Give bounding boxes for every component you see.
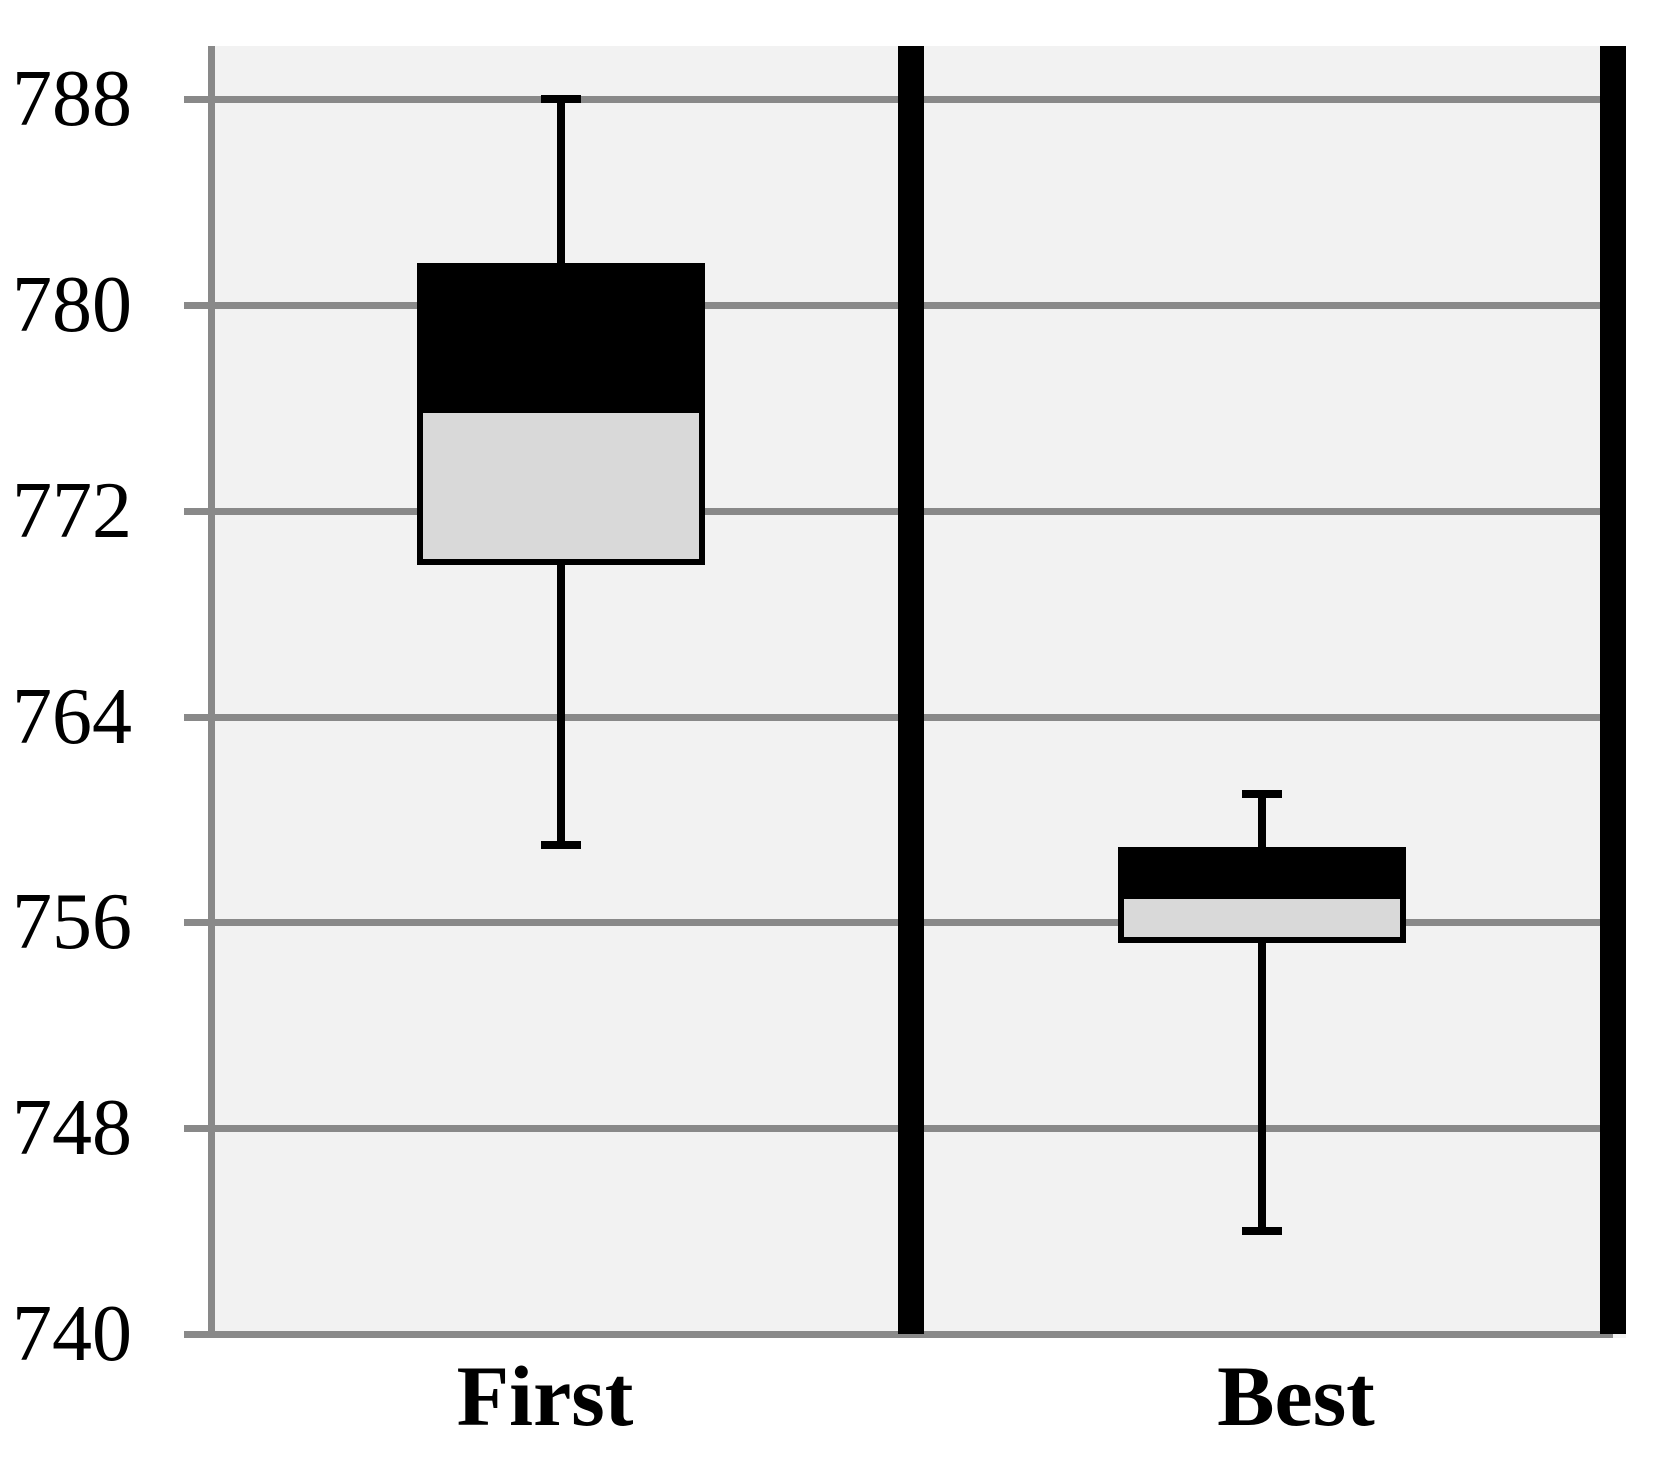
gridline: [184, 508, 1600, 515]
box-upper-segment: [423, 269, 699, 413]
y-tick-label: 740: [12, 1290, 132, 1378]
gridline: [184, 302, 1600, 309]
box-upper-segment: [1124, 853, 1400, 900]
gridline: [184, 919, 1600, 926]
whisker-line: [1258, 793, 1266, 1232]
y-tick-label: 788: [12, 55, 132, 143]
box-best: [1118, 847, 1406, 944]
y-tick-label: 756: [12, 878, 132, 966]
whisker-cap-bottom: [541, 841, 581, 850]
gridline: [184, 1125, 1600, 1132]
y-tick-label: 764: [12, 673, 132, 761]
x-axis-label-first: First: [456, 1348, 634, 1444]
box-first: [417, 263, 705, 566]
whisker-cap-top: [1242, 789, 1282, 798]
y-axis-line: [208, 46, 215, 1338]
y-tick-label: 772: [12, 467, 132, 555]
category-divider-wall: [898, 46, 924, 1334]
x-axis-label-best: Best: [1217, 1348, 1375, 1444]
whisker-cap-top: [541, 95, 581, 103]
gridline: [184, 714, 1600, 721]
y-tick-label: 780: [12, 261, 132, 349]
whisker-cap-bottom: [1242, 1227, 1282, 1236]
gridline: [184, 96, 1600, 103]
y-tick-label: 748: [12, 1084, 132, 1172]
right-wall: [1600, 46, 1626, 1334]
gridline: [184, 1331, 1613, 1338]
